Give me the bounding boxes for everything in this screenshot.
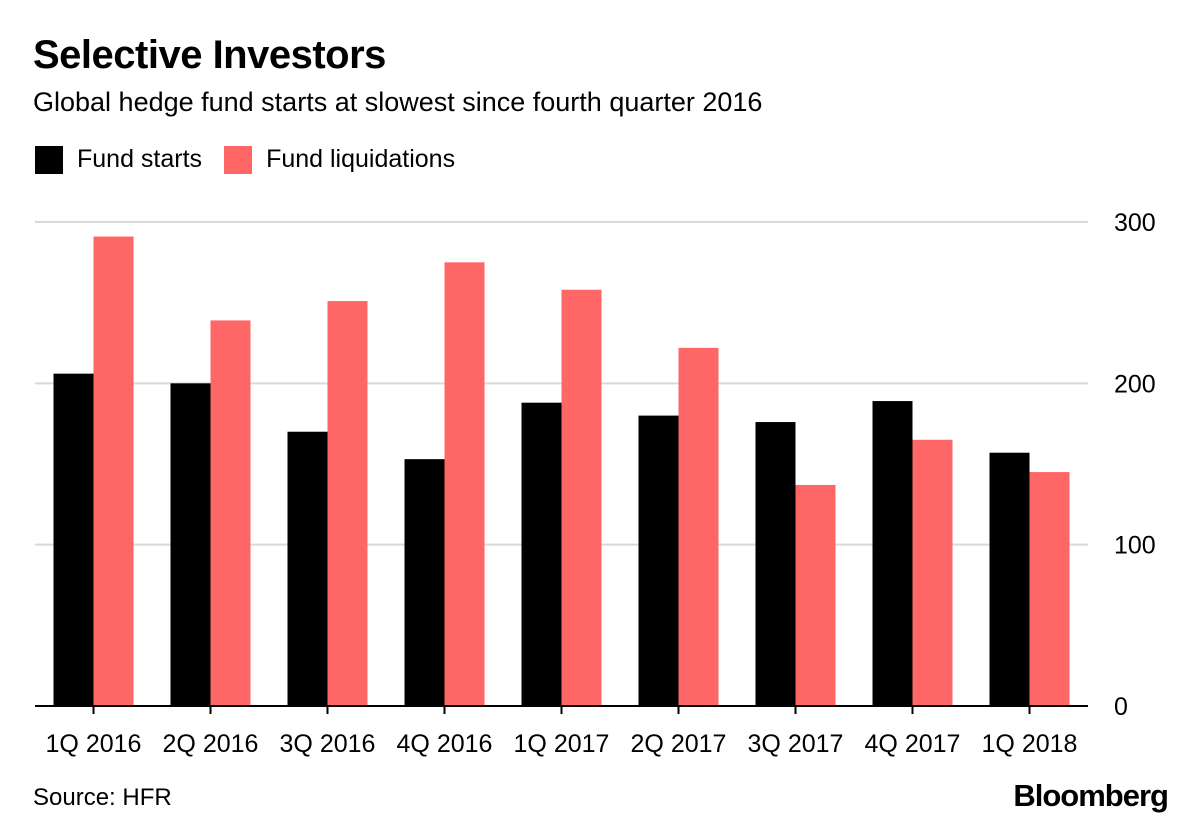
- bar-fund-liquidations-7: [912, 439, 953, 706]
- bloomberg-logo: Bloomberg: [1013, 778, 1169, 813]
- y-tick-label-200: 200: [1114, 370, 1156, 398]
- legend: Fund starts Fund liquidations: [35, 145, 477, 174]
- bar-fund-liquidations-1: [210, 320, 251, 706]
- legend-item-fund-starts: Fund starts: [35, 145, 202, 174]
- legend-swatch-fund-starts: [35, 145, 63, 174]
- bar-fund-liquidations-8: [1029, 472, 1070, 706]
- y-tick-label-300: 300: [1114, 209, 1156, 237]
- chart-title: Selective Investors: [33, 33, 386, 77]
- x-tick-label-2: 3Q 2016: [280, 730, 376, 758]
- bar-fund-liquidations-3: [444, 262, 485, 706]
- bar-fund-starts-8: [989, 452, 1030, 706]
- y-tick-label-100: 100: [1114, 532, 1156, 560]
- y-tick-label-0: 0: [1114, 693, 1128, 721]
- x-tick-label-8: 1Q 2018: [982, 730, 1078, 758]
- bar-fund-starts-4: [521, 402, 562, 706]
- x-tick-label-7: 4Q 2017: [865, 730, 961, 758]
- bar-fund-starts-5: [638, 415, 679, 706]
- bar-fund-liquidations-2: [327, 301, 368, 706]
- legend-item-fund-liquidations: Fund liquidations: [224, 145, 455, 174]
- x-tick-label-5: 2Q 2017: [631, 730, 727, 758]
- bar-fund-starts-3: [404, 459, 445, 706]
- source-note: Source: HFR: [33, 784, 172, 811]
- legend-label-fund-liquidations: Fund liquidations: [266, 145, 456, 173]
- x-tick-label-0: 1Q 2016: [46, 730, 142, 758]
- bar-fund-starts-0: [53, 373, 94, 706]
- x-tick-label-1: 2Q 2016: [163, 730, 259, 758]
- x-tick-label-3: 4Q 2016: [397, 730, 493, 758]
- x-tick-label-4: 1Q 2017: [514, 730, 610, 758]
- legend-label-fund-starts: Fund starts: [77, 145, 203, 173]
- bar-fund-liquidations-5: [678, 347, 719, 706]
- bar-fund-starts-1: [170, 383, 211, 706]
- legend-swatch-fund-liquidations: [224, 145, 253, 174]
- bar-fund-starts-2: [287, 431, 328, 706]
- chart-subtitle: Global hedge fund starts at slowest sinc…: [33, 87, 763, 117]
- bar-fund-starts-7: [872, 401, 913, 706]
- bar-fund-liquidations-4: [561, 289, 602, 706]
- x-tick-label-6: 3Q 2017: [748, 730, 844, 758]
- bar-fund-liquidations-6: [795, 484, 836, 706]
- bar-fund-starts-6: [755, 422, 796, 706]
- bar-fund-liquidations-0: [93, 236, 134, 706]
